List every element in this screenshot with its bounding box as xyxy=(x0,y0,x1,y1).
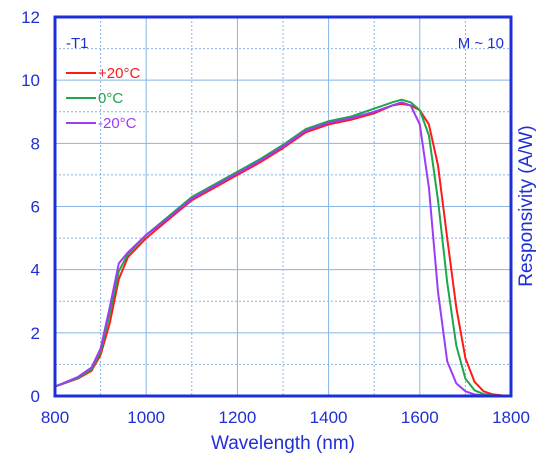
x-tick-label: 1400 xyxy=(310,408,348,427)
legend-label: -20°C xyxy=(98,115,137,132)
y-axis-title: Responsivity (A/W) xyxy=(516,125,537,287)
x-tick-label: 1200 xyxy=(218,408,256,427)
y-tick-label: 6 xyxy=(31,198,40,217)
y-tick-label: 4 xyxy=(31,261,40,280)
grid-lines xyxy=(55,17,511,396)
sample-label: -T1 xyxy=(66,35,89,52)
series-line-2 xyxy=(54,101,512,397)
x-tick-label: 800 xyxy=(41,408,69,427)
series-line-0 xyxy=(54,102,512,397)
x-tick-label: 1800 xyxy=(492,408,530,427)
y-tick-label: 8 xyxy=(31,134,40,153)
plot-frame xyxy=(53,15,513,398)
y-tick-label: 2 xyxy=(31,324,40,343)
legend-label: +20°C xyxy=(98,65,140,82)
tick-labels: 800 1000 1200 1400 1600 1800 0 2 4 6 8 10 12 xyxy=(21,8,530,427)
legend: +20°C 0°C -20°C xyxy=(66,65,140,132)
x-tick-label: 1000 xyxy=(127,408,165,427)
series-layer xyxy=(54,98,512,397)
legend-label: 0°C xyxy=(98,90,123,107)
x-axis-title: Wavelength (nm) xyxy=(211,433,355,454)
y-tick-label: 10 xyxy=(21,71,40,90)
y-tick-label: 12 xyxy=(21,8,40,27)
y-tick-label: 0 xyxy=(31,387,40,406)
series-line-1 xyxy=(54,98,512,397)
x-tick-label: 1600 xyxy=(401,408,439,427)
gain-label: M ~ 10 xyxy=(458,35,504,52)
